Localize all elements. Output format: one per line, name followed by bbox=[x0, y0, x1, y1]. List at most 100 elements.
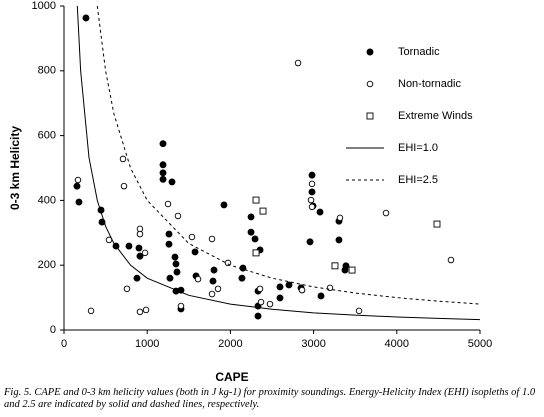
point bbox=[142, 306, 150, 314]
point bbox=[306, 238, 314, 246]
point bbox=[336, 214, 344, 222]
point bbox=[165, 240, 173, 248]
point bbox=[165, 230, 173, 238]
point bbox=[174, 212, 182, 220]
point bbox=[159, 175, 167, 183]
y-tick-label: 200 bbox=[38, 259, 56, 271]
point bbox=[208, 290, 216, 298]
point bbox=[188, 233, 196, 241]
legend-swatch bbox=[366, 80, 374, 88]
point bbox=[73, 182, 81, 190]
x-tick-label: 5000 bbox=[468, 338, 492, 350]
point bbox=[308, 171, 316, 179]
point bbox=[177, 302, 185, 310]
x-tick-label: 0 bbox=[61, 338, 67, 350]
legend-label: Extreme Winds bbox=[398, 110, 473, 122]
x-tick-label: 3000 bbox=[301, 338, 325, 350]
ehi-line bbox=[76, 6, 480, 321]
point bbox=[298, 286, 306, 294]
point bbox=[308, 203, 316, 211]
y-tick-label: 0 bbox=[50, 324, 56, 336]
point bbox=[133, 274, 141, 282]
point bbox=[259, 207, 267, 215]
point bbox=[355, 307, 363, 315]
point bbox=[210, 266, 218, 274]
point bbox=[257, 298, 265, 306]
point bbox=[252, 196, 260, 204]
legend-label: EHI=1.0 bbox=[398, 142, 438, 154]
point bbox=[252, 249, 260, 257]
point bbox=[308, 180, 316, 188]
point bbox=[308, 188, 316, 196]
point bbox=[164, 200, 172, 208]
point bbox=[120, 182, 128, 190]
point bbox=[294, 59, 302, 67]
point bbox=[173, 268, 181, 276]
y-tick-label: 1000 bbox=[32, 0, 56, 12]
point bbox=[87, 307, 95, 315]
point bbox=[136, 308, 144, 316]
y-tick-label: 600 bbox=[38, 130, 56, 142]
point bbox=[247, 228, 255, 236]
x-tick-label: 1000 bbox=[135, 338, 159, 350]
point bbox=[251, 235, 259, 243]
x-tick-label: 4000 bbox=[385, 338, 409, 350]
point bbox=[382, 209, 390, 217]
point bbox=[168, 178, 176, 186]
point bbox=[276, 294, 284, 302]
legend-label: Non-tornadic bbox=[398, 78, 461, 90]
point bbox=[166, 274, 174, 282]
point bbox=[171, 253, 179, 261]
legend-swatch bbox=[366, 112, 374, 120]
point bbox=[136, 230, 144, 238]
point bbox=[125, 242, 133, 250]
ehi-line bbox=[96, 6, 480, 305]
caption: Fig. 5. CAPE and 0-3 km helicity values … bbox=[4, 387, 536, 410]
point bbox=[119, 155, 127, 163]
point bbox=[214, 285, 222, 293]
point bbox=[254, 312, 262, 320]
point bbox=[326, 284, 334, 292]
point bbox=[335, 236, 343, 244]
legend-label: Tornadic bbox=[398, 46, 440, 58]
y-tick-label: 800 bbox=[38, 65, 56, 77]
point bbox=[238, 274, 246, 282]
point bbox=[135, 244, 143, 252]
point bbox=[348, 266, 356, 274]
x-axis-label: CAPE bbox=[215, 370, 248, 384]
point bbox=[220, 201, 228, 209]
point bbox=[208, 235, 216, 243]
point bbox=[341, 266, 349, 274]
point bbox=[317, 292, 325, 300]
y-tick-label: 400 bbox=[38, 194, 56, 206]
x-tick-label: 2000 bbox=[218, 338, 242, 350]
legend-label: EHI=2.5 bbox=[398, 174, 438, 186]
point bbox=[256, 285, 264, 293]
point bbox=[123, 285, 131, 293]
point bbox=[331, 262, 339, 270]
point bbox=[266, 300, 274, 308]
chart: CAPE 0-3 km Helicity 0 200 400 600 800 1000 0 1… bbox=[8, 0, 492, 384]
point bbox=[141, 249, 149, 257]
point bbox=[447, 256, 455, 264]
point bbox=[316, 208, 324, 216]
legend-swatch bbox=[366, 48, 374, 56]
point bbox=[172, 260, 180, 268]
point bbox=[247, 213, 255, 221]
point bbox=[136, 252, 144, 260]
point bbox=[159, 169, 167, 177]
point bbox=[194, 275, 202, 283]
y-axis-label: 0-3 km Helicity bbox=[8, 126, 22, 210]
point bbox=[307, 196, 315, 204]
point bbox=[74, 176, 82, 184]
point bbox=[159, 140, 167, 148]
point bbox=[276, 283, 284, 291]
point bbox=[75, 198, 83, 206]
point bbox=[285, 281, 293, 289]
point bbox=[82, 14, 90, 22]
point bbox=[209, 277, 217, 285]
point bbox=[159, 161, 167, 169]
point bbox=[433, 220, 441, 228]
point bbox=[191, 248, 199, 256]
